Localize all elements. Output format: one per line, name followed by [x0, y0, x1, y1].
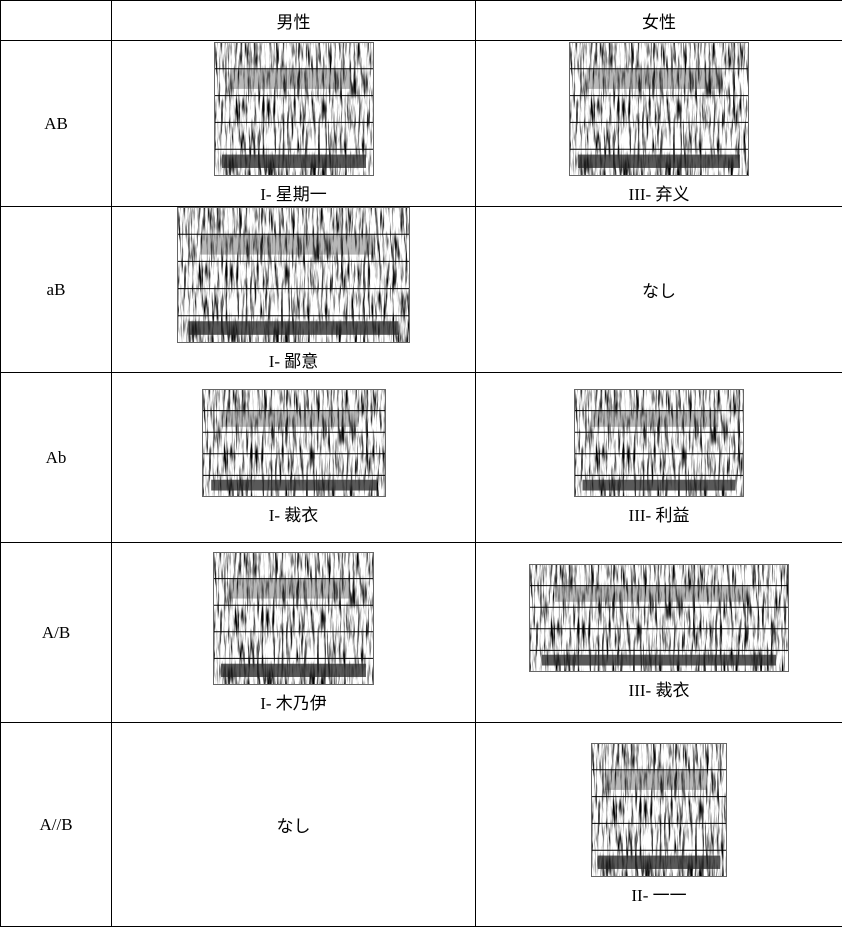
caption: III- 弃义	[476, 185, 842, 205]
spectrogram	[476, 564, 842, 677]
spectrogram	[112, 42, 475, 181]
cell: III- 裁衣	[476, 543, 842, 723]
page: 男性 女性 AB I- 星期一 III- 弃义 aB I- 鄙意 なし Ab I…	[0, 0, 842, 924]
spectrogram-image	[177, 207, 410, 343]
row: A/B I- 木乃伊 III- 裁衣	[1, 543, 842, 723]
cell: I- 星期一	[112, 41, 476, 207]
row: Ab I- 裁衣 III- 利益	[1, 373, 842, 543]
spectrogram-image	[213, 552, 374, 685]
cell: I- 裁衣	[112, 373, 476, 543]
row-label: aB	[1, 207, 112, 373]
formant-band	[221, 663, 366, 676]
caption: I- 木乃伊	[112, 694, 475, 714]
spectrogram	[112, 389, 475, 502]
row-label: A//B	[1, 723, 112, 927]
formant-band	[605, 770, 707, 790]
row: A//B なし II- 一一	[1, 723, 842, 927]
formant-band	[598, 856, 720, 869]
formant-band	[230, 69, 350, 89]
corner-cell	[1, 1, 112, 41]
caption: II- 一一	[476, 886, 842, 906]
formant-band	[200, 234, 375, 254]
formant-band	[583, 480, 736, 491]
row: AB I- 星期一 III- 弃义	[1, 41, 842, 207]
cell: なし	[476, 207, 842, 373]
spectrogram	[112, 552, 475, 690]
formant-band	[222, 155, 366, 168]
caption: I- 裁衣	[112, 506, 475, 526]
formant-band	[578, 155, 740, 168]
spectrogram-image	[591, 743, 727, 877]
formant-band	[542, 655, 776, 666]
caption: I- 鄙意	[112, 352, 475, 372]
caption: III- 裁衣	[476, 681, 842, 701]
formant-band	[587, 69, 722, 89]
cell: I- 木乃伊	[112, 543, 476, 723]
row: aB I- 鄙意 なし	[1, 207, 842, 373]
column-header: 女性	[476, 1, 842, 41]
cell: なし	[112, 723, 476, 927]
spectrogram	[112, 207, 475, 348]
header-row: 男性 女性	[1, 1, 842, 41]
spectrogram-image	[202, 389, 386, 497]
caption: I- 星期一	[112, 185, 475, 205]
formant-band	[229, 578, 350, 598]
spectrogram-image	[569, 42, 749, 176]
cell: II- 一一	[476, 723, 842, 927]
cell: I- 鄙意	[112, 207, 476, 373]
spectrogram	[476, 42, 842, 181]
formant-band	[220, 411, 358, 427]
spectrogram-table: 男性 女性 AB I- 星期一 III- 弃义 aB I- 鄙意 なし Ab I…	[0, 0, 842, 927]
spectrogram-image	[529, 564, 789, 672]
cell: III- 利益	[476, 373, 842, 543]
spectrogram-image	[574, 389, 744, 497]
row-label: A/B	[1, 543, 112, 723]
column-header: 男性	[112, 1, 476, 41]
caption: III- 利益	[476, 506, 842, 526]
cell: III- 弃义	[476, 41, 842, 207]
spectrogram-image	[214, 42, 374, 176]
spectrogram	[476, 389, 842, 502]
formant-band	[591, 411, 719, 427]
formant-band	[211, 480, 377, 491]
spectrogram	[476, 743, 842, 882]
formant-band	[555, 586, 750, 602]
row-label: AB	[1, 41, 112, 207]
formant-band	[189, 321, 399, 335]
row-label: Ab	[1, 373, 112, 543]
